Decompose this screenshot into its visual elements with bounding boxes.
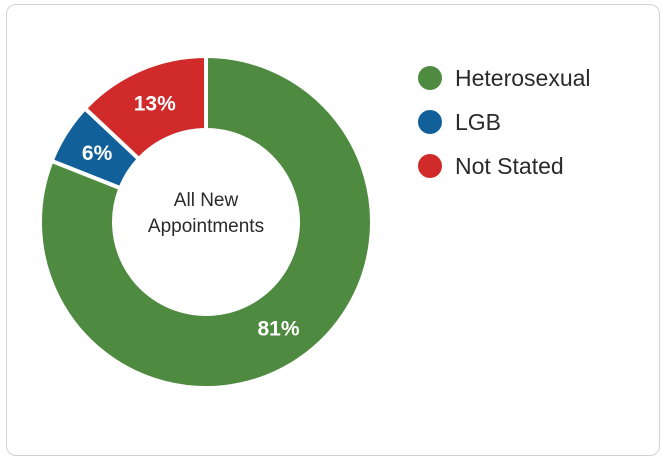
slice-label-lgb: 6% — [82, 142, 113, 165]
slice-label-not-stated: 13% — [134, 93, 176, 116]
legend-swatch-lgb — [418, 110, 442, 134]
legend-label-lgb: LGB — [455, 108, 502, 135]
legend-label-heterosexual: Heterosexual — [455, 64, 591, 91]
donut-slice-heterosexual[interactable] — [38, 53, 374, 390]
legend-swatch-not-stated — [418, 154, 442, 178]
center-label-line-1: All New — [174, 190, 239, 211]
center-label-line-2: Appointments — [148, 216, 264, 237]
legend-label-not-stated: Not Stated — [455, 152, 564, 179]
legend-item-not-stated[interactable]: Not Stated — [418, 144, 591, 188]
legend-item-heterosexual[interactable]: Heterosexual — [418, 56, 591, 100]
donut-slices — [38, 53, 374, 390]
donut-slice-not-stated[interactable] — [82, 53, 208, 162]
legend: Heterosexual LGB Not Stated — [418, 56, 591, 188]
legend-swatch-heterosexual — [418, 66, 442, 90]
slice-labels: 81% 6% 13% — [82, 93, 300, 341]
legend-item-lgb[interactable]: LGB — [418, 100, 591, 144]
slice-label-heterosexual: 81% — [257, 318, 299, 341]
